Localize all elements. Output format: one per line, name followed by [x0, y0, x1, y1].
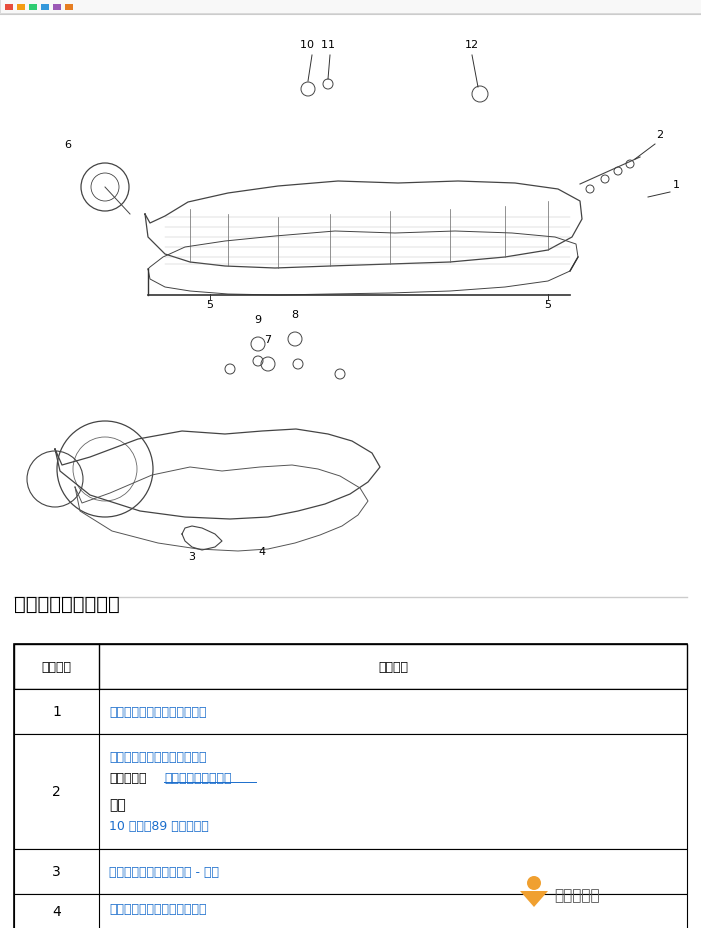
- Text: 5: 5: [207, 300, 214, 310]
- Bar: [0, 0, 701, 14]
- Text: 10  11: 10 11: [301, 40, 336, 50]
- Bar: [14, 849, 687, 894]
- Bar: [53, 5, 61, 11]
- Text: 进气凸轮轴位置执行器电磁阀: 进气凸轮轴位置执行器电磁阀: [109, 705, 207, 718]
- Text: 2: 2: [52, 785, 61, 799]
- Bar: [65, 5, 73, 11]
- Text: 6: 6: [64, 140, 72, 149]
- Text: 4: 4: [52, 905, 61, 919]
- Bar: [14, 894, 687, 928]
- Text: 5: 5: [545, 300, 552, 310]
- Text: 4: 4: [259, 547, 266, 557]
- Bar: [29, 5, 37, 11]
- Text: 部件名称: 部件名称: [378, 661, 408, 674]
- Bar: [14, 644, 687, 928]
- Text: 凸轮修帮手: 凸轮修帮手: [554, 887, 599, 903]
- Text: 3: 3: [52, 865, 61, 879]
- Text: 有关紧固件的告诫。: 有关紧固件的告诫。: [164, 771, 231, 784]
- Bar: [41, 5, 49, 11]
- Text: 2: 2: [656, 130, 664, 140]
- Polygon shape: [520, 891, 548, 907]
- Text: 凸轮轴相位执行器电磁阀 - 排气: 凸轮轴相位执行器电磁阀 - 排气: [109, 865, 219, 878]
- Bar: [14, 644, 687, 690]
- Bar: [5, 5, 13, 11]
- Text: 凸轮轴位置执行器电磁阀螺栓: 凸轮轴位置执行器电磁阀螺栓: [109, 902, 207, 915]
- Text: 1: 1: [52, 704, 61, 718]
- Circle shape: [527, 876, 541, 890]
- Bar: [17, 5, 25, 11]
- Text: 1: 1: [672, 180, 679, 190]
- Bar: [14, 690, 687, 734]
- Text: 8: 8: [292, 310, 299, 319]
- Text: 12: 12: [465, 40, 479, 50]
- Text: 9: 9: [254, 315, 261, 325]
- Text: 3: 3: [189, 551, 196, 561]
- Text: 告诫：参见: 告诫：参见: [109, 771, 147, 784]
- Text: 插图编号: 插图编号: [41, 661, 72, 674]
- Text: 7: 7: [264, 335, 271, 344]
- Text: 10 牛米（89 英寸磅力）: 10 牛米（89 英寸磅力）: [109, 819, 209, 832]
- Text: 凸轮轴位置执行器电磁阀螺栓: 凸轮轴位置执行器电磁阀螺栓: [109, 750, 207, 763]
- Text: 凸轮轴盖部件的安装: 凸轮轴盖部件的安装: [14, 594, 120, 613]
- Bar: [14, 734, 687, 849]
- Text: 紧固: 紧固: [109, 797, 125, 811]
